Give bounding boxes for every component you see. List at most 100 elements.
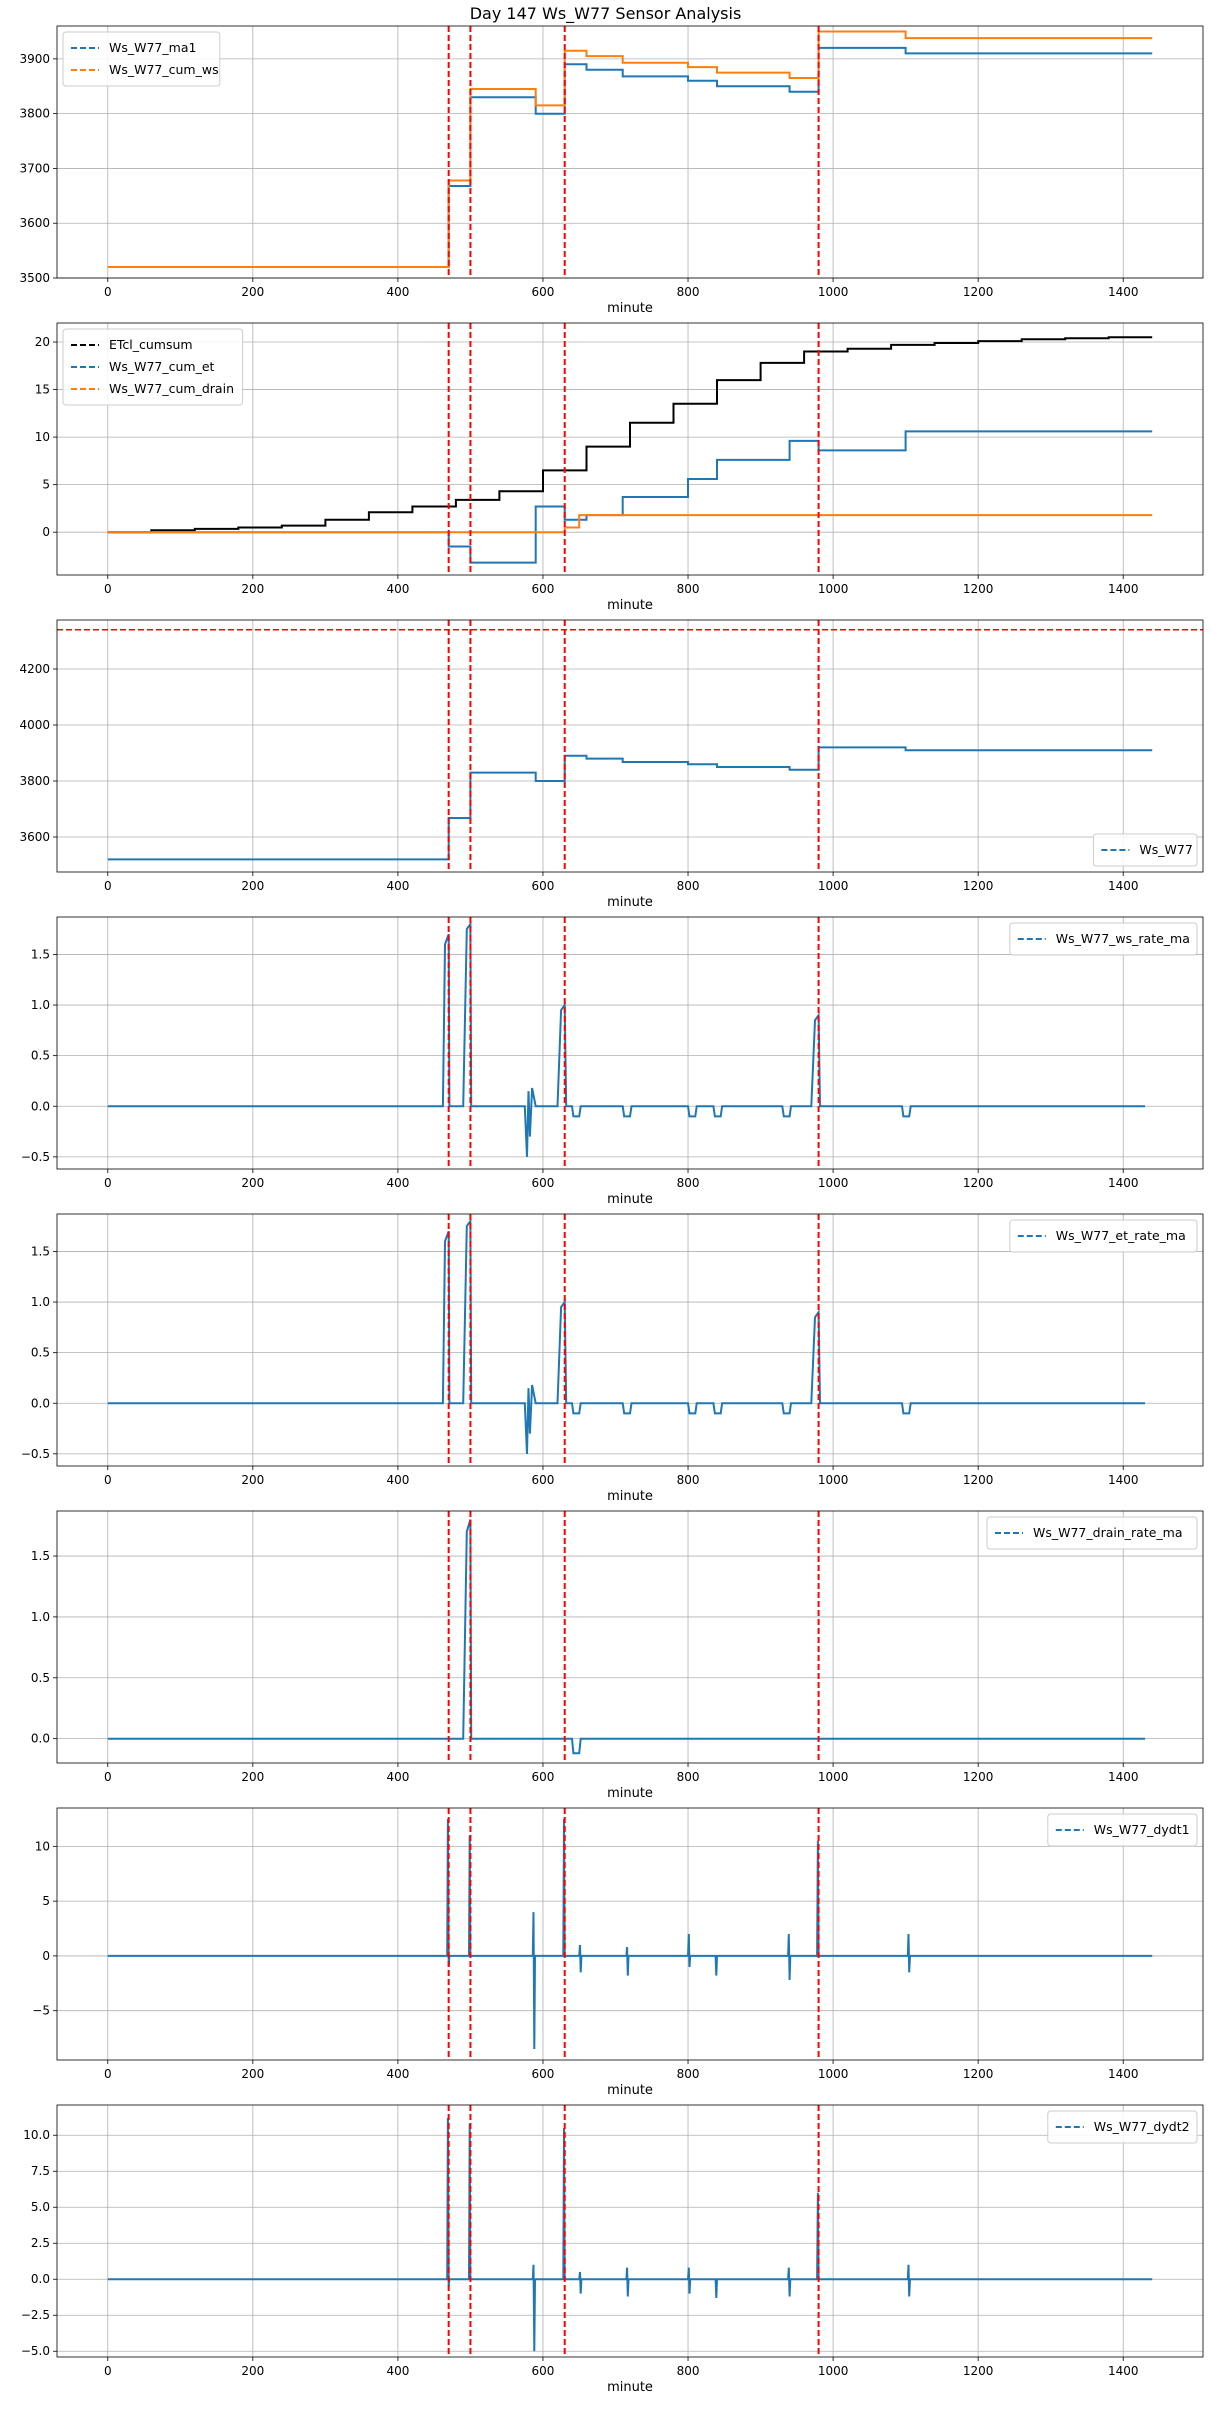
legend-box [1047, 1813, 1198, 1847]
x-tick-label: 800 [677, 1473, 700, 1487]
plot-area-6 [107, 1511, 1145, 1763]
x-axis-label: minute [607, 598, 653, 613]
y-tick-label: 3600 [19, 830, 50, 844]
legend-box [62, 31, 221, 87]
x-tick-label: 1200 [963, 1473, 994, 1487]
x-tick-label: 200 [241, 1176, 264, 1190]
y-tick-label: 5 [42, 478, 50, 492]
x-tick-label: 800 [677, 582, 700, 596]
subplot-3: 0 200 400 600 800 1000 1200 1400 3600 3800 4000 420… [19, 619, 1204, 910]
x-tick-label: 200 [241, 1473, 264, 1487]
legend-box [986, 1516, 1198, 1550]
x-tick-label: 0 [104, 285, 112, 299]
x-tick-label: 400 [386, 2364, 409, 2378]
legend-1: Ws_W77_ma1 Ws_W77_cum_ws [62, 31, 221, 87]
x-tick-label: 0 [104, 1473, 112, 1487]
x-tick-label: 1000 [818, 879, 849, 893]
x-tick-label: 1400 [1108, 582, 1139, 596]
x-tick-label: 1400 [1108, 2364, 1139, 2378]
series-line-Ws_W77_cum_drain [107, 514, 1153, 534]
x-tick-label: 1000 [818, 2364, 849, 2378]
y-tick-label: 0 [42, 1949, 50, 1963]
x-tick-label: 800 [677, 879, 700, 893]
subplot-7: 0 200 400 600 800 1000 1200 1400 −5 0 5 10 minute Ws_… [32, 1807, 1204, 2098]
x-tick-label: 200 [241, 2364, 264, 2378]
plot-area-4 [107, 917, 1145, 1169]
x-tick-label: 800 [677, 1176, 700, 1190]
x-tick-label: 600 [532, 1473, 555, 1487]
plot-area-3 [57, 620, 1203, 872]
x-tick-label: 600 [532, 582, 555, 596]
y-tick-label: 0 [42, 525, 50, 539]
y-tick-label: 3500 [19, 271, 50, 285]
y-tick-label: 5 [42, 1894, 50, 1908]
x-tick-label: 600 [532, 1176, 555, 1190]
axes-frame [56, 1213, 1204, 1467]
x-tick-label: 400 [386, 582, 409, 596]
y-tick-label: −5 [32, 2004, 50, 2018]
legend-label: ETcl_cumsum [109, 337, 193, 352]
x-tick-label: 1000 [818, 285, 849, 299]
x-tick-label: 1000 [818, 2067, 849, 2081]
x-tick-label: 1200 [963, 582, 994, 596]
x-tick-label: 400 [386, 285, 409, 299]
legend-2: ETcl_cumsum Ws_W77_cum_et Ws_W77_cum_drain [62, 328, 244, 406]
plot-area-8 [107, 2105, 1153, 2357]
legend-4: Ws_W77_ws_rate_ma [1009, 922, 1198, 956]
legend-box [1009, 1219, 1198, 1253]
legend-5: Ws_W77_et_rate_ma [1009, 1219, 1198, 1253]
x-tick-label: 0 [104, 2364, 112, 2378]
y-tick-label: 3800 [19, 107, 50, 121]
x-tick-label: 600 [532, 879, 555, 893]
y-tick-label: 1.5 [31, 947, 50, 961]
x-tick-label: 1000 [818, 1473, 849, 1487]
subplot-4: 0 200 400 600 800 1000 1200 1400 −0.5 0.0 0.5 1.0 1.… [21, 916, 1204, 1207]
legend-label: Ws_W77_dydt1 [1094, 1822, 1190, 1837]
y-tick-label: 3900 [19, 52, 50, 66]
x-tick-label: 1000 [818, 582, 849, 596]
x-tick-label: 0 [104, 1176, 112, 1190]
series-line-Ws_W77_ma1 [107, 46, 1153, 268]
legend-box [1047, 2110, 1198, 2144]
x-tick-label: 400 [386, 1176, 409, 1190]
x-axis-label: minute [607, 895, 653, 910]
subplot-6: 0 200 400 600 800 1000 1200 1400 0.0 0.5 1.0 1.5 min… [31, 1510, 1204, 1801]
x-tick-label: 1400 [1108, 879, 1139, 893]
y-tick-label: 5.0 [31, 2200, 50, 2214]
y-tick-label: 0.0 [31, 1099, 50, 1113]
plot-area-1 [107, 26, 1153, 278]
x-axis-label: minute [607, 2380, 653, 2395]
x-tick-label: 1200 [963, 879, 994, 893]
subplot-1: 0 200 400 600 800 1000 1200 1400 3500 3600 3700 380… [19, 25, 1204, 316]
x-tick-label: 1200 [963, 2067, 994, 2081]
x-axis-label: minute [607, 1786, 653, 1801]
axes-frame [56, 25, 1204, 279]
y-tick-label: 15 [35, 383, 50, 397]
y-tick-label: 3600 [19, 216, 50, 230]
x-tick-label: 800 [677, 1770, 700, 1784]
y-tick-label: 0.0 [31, 1396, 50, 1410]
legend-3: Ws_W77 [1092, 833, 1198, 867]
axes-frame [56, 916, 1204, 1170]
legend-label: Ws_W77_cum_ws [109, 62, 219, 77]
series-line-ETcl_cumsum [107, 336, 1153, 534]
x-tick-label: 400 [386, 1473, 409, 1487]
legend-box [1092, 833, 1198, 867]
legend-label: Ws_W77_drain_rate_ma [1033, 1525, 1183, 1540]
y-tick-label: 0.5 [31, 1671, 50, 1685]
x-axis-label: minute [607, 1192, 653, 1207]
x-tick-label: 1200 [963, 1176, 994, 1190]
y-tick-label: 4000 [19, 718, 50, 732]
x-tick-label: 1400 [1108, 1473, 1139, 1487]
y-tick-label: 0.5 [31, 1049, 50, 1063]
y-tick-label: −0.5 [21, 1150, 50, 1164]
y-tick-label: −5.0 [21, 2344, 50, 2358]
y-tick-label: 10.0 [23, 2128, 50, 2142]
axes-frame [56, 1807, 1204, 2061]
y-tick-label: 4200 [19, 662, 50, 676]
figure-title: Day 147 Ws_W77 Sensor Analysis [469, 4, 742, 23]
y-tick-label: 1.0 [31, 998, 50, 1012]
legend-7: Ws_W77_dydt1 [1047, 1813, 1198, 1847]
